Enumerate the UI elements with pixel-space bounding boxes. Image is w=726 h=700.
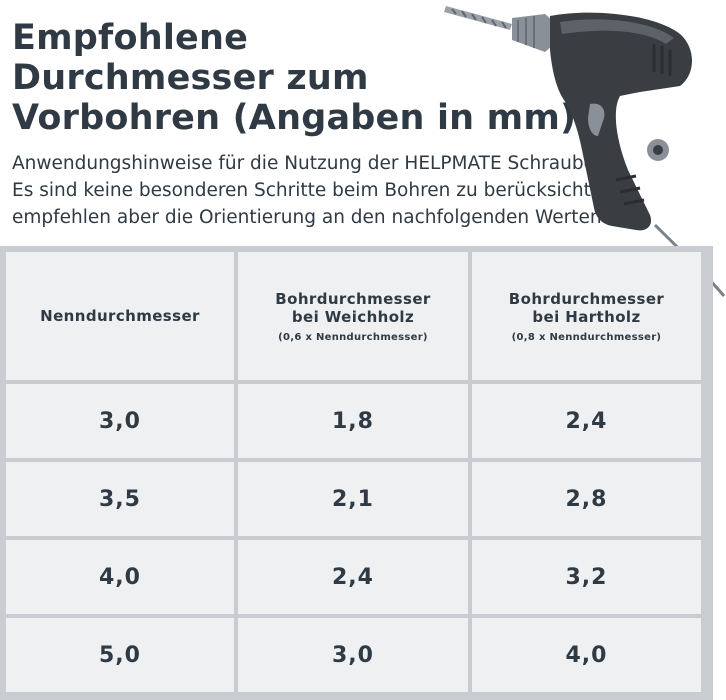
table-cell: 3,0	[238, 618, 468, 692]
cell-value: 1,8	[332, 408, 374, 434]
intro-text: Anwendungshinweise für die Nutzung der H…	[12, 150, 637, 231]
cell-value: 3,5	[99, 486, 141, 512]
header-label: Bohrdurchmesser	[508, 289, 665, 308]
cell-value: 4,0	[565, 642, 608, 668]
drill-diameter-table: Nenndurchmesser Bohrdurchmesser bei Weic…	[0, 246, 713, 700]
intro-line: empfehlen aber die Orientierung an den n…	[12, 207, 608, 228]
cell-value: 4,0	[99, 564, 141, 590]
cell-value: 2,4	[332, 564, 374, 590]
table-cell: 3,5	[6, 462, 234, 536]
table-cell: 1,8	[238, 384, 468, 458]
title-line: Empfohlene	[12, 18, 249, 58]
header-label: Bohrdurchmesser	[275, 289, 431, 308]
title-line: Vorbohren (Angaben in mm)	[12, 98, 577, 138]
table-cell: 4,0	[6, 540, 234, 614]
table-cell: 3,0	[6, 384, 234, 458]
header-note: (0,8 x Nenndurchmesser)	[511, 331, 662, 343]
cell-value: 3,2	[565, 564, 608, 590]
table-cell: 4,0	[472, 618, 701, 692]
table-cell: 2,4	[472, 384, 701, 458]
cell-value: 2,1	[332, 486, 374, 512]
table-cell: 2,4	[238, 540, 468, 614]
header-label: bei Hartholz	[532, 307, 641, 326]
cell-value: 2,4	[565, 408, 608, 434]
header-softwood: Bohrdurchmesser bei Weichholz (0,6 x Nen…	[238, 252, 468, 380]
page-title: Empfohlene Durchmesser zum Vorbohren (An…	[12, 18, 576, 138]
table-cell: 5,0	[6, 618, 234, 692]
header-nominal-diameter: Nenndurchmesser	[6, 252, 234, 380]
intro-line: Es sind keine besonderen Schritte beim B…	[12, 180, 637, 201]
header-note: (0,6 x Nenndurchmesser)	[278, 331, 428, 343]
header-hardwood: Bohrdurchmesser bei Hartholz (0,8 x Nenn…	[472, 252, 701, 380]
header-label: bei Weichholz	[291, 307, 415, 326]
power-drill-icon	[440, 0, 726, 310]
title-line: Durchmesser zum	[12, 58, 369, 98]
table-cell: 2,8	[472, 462, 701, 536]
header-label: Nenndurchmesser	[40, 307, 200, 325]
table-cell: 2,1	[238, 462, 468, 536]
cell-value: 5,0	[99, 642, 141, 668]
cell-value: 2,8	[565, 486, 608, 512]
table-cell: 3,2	[472, 540, 701, 614]
cell-value: 3,0	[332, 642, 374, 668]
intro-line: Anwendungshinweise für die Nutzung der H…	[12, 153, 613, 174]
cell-value: 3,0	[99, 408, 141, 434]
